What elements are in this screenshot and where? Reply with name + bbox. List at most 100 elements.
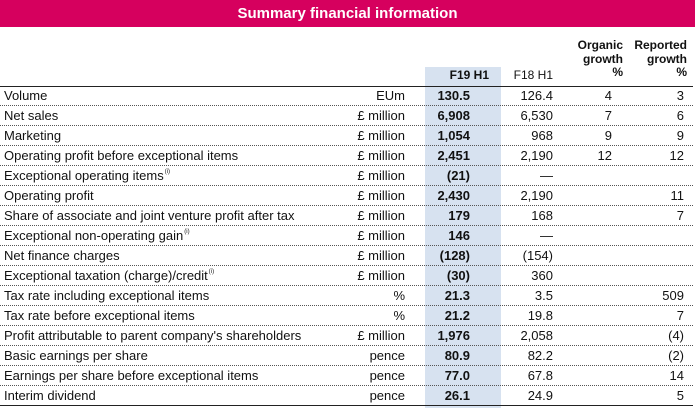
row-f18-value-text: 2,058 (520, 328, 553, 343)
row-f19-value-text: 130.5 (437, 88, 470, 103)
row-unit-text: £ million (357, 168, 405, 183)
row-label-text: Operating profit (4, 188, 94, 203)
row-f18-value-text: 168 (531, 208, 553, 223)
row-label: Operating profit (4, 186, 94, 206)
table-row: Interim dividend pence 26.1 24.9 5 (0, 386, 695, 406)
row-f19-value: 146 (448, 226, 470, 246)
row-reported-growth: 3 (677, 86, 684, 106)
row-unit-text: £ million (357, 268, 405, 283)
header-f18-h1: F18 H1 (513, 68, 553, 82)
row-f19-value: 77.0 (445, 366, 470, 386)
row-f18-value-text: 3.5 (534, 288, 553, 303)
row-reported-growth-text: 11 (670, 188, 685, 203)
row-label-text: Tax rate before exceptional items (4, 308, 195, 323)
row-f19-value-text: 26.1 (444, 388, 470, 403)
row-f18-value-text: 67.8 (527, 368, 553, 383)
row-label: Marketing (4, 126, 61, 146)
row-f18-value: 2,190 (520, 186, 553, 206)
row-unit: £ million (357, 146, 405, 166)
header-reported-line-3: % (676, 65, 687, 79)
row-f18-value-text: 19.8 (527, 308, 553, 323)
row-f18-value: 67.8 (528, 366, 553, 386)
row-unit: pence (370, 366, 405, 386)
current-period-highlight (425, 67, 501, 408)
row-reported-growth-text: 6 (676, 108, 684, 123)
row-f18-value: 2,190 (520, 146, 553, 166)
row-f19-value: 21.2 (445, 306, 470, 326)
row-reported-growth: (4) (668, 326, 684, 346)
row-label: Tax rate before exceptional items (4, 306, 195, 326)
row-f19-value-text: 146 (448, 228, 470, 243)
row-f18-value: 968 (531, 126, 553, 146)
row-f19-value-text: 1,054 (437, 128, 470, 143)
row-label: Exceptional operating items(i) (4, 166, 170, 186)
row-f19-value: (21) (447, 166, 470, 186)
row-reported-growth-text: 12 (669, 148, 684, 163)
header-organic-line-2: growth (583, 51, 623, 66)
table-row: Net finance charges £ million (128) (154) (0, 246, 695, 266)
row-f19-value: 26.1 (445, 386, 470, 406)
row-organic-growth-text: 7 (604, 108, 612, 123)
table-row: Tax rate including exceptional items% 21.… (0, 286, 695, 306)
row-label-text: Operating profit before exceptional item… (4, 148, 239, 163)
row-label-text: Net finance charges (4, 248, 120, 263)
row-label-text: Volume (4, 88, 48, 103)
row-unit: pence (370, 346, 405, 366)
row-f19-value: 130.5 (437, 86, 470, 106)
row-f18-value-text: 2,190 (520, 188, 553, 203)
row-label: Earnings per share before exceptional it… (4, 366, 258, 386)
row-label: Volume (4, 86, 47, 106)
row-label: Profit attributable to parent company's … (4, 326, 301, 346)
row-f18-value: 82.2 (528, 346, 553, 366)
row-unit-text: % (393, 288, 405, 303)
row-unit-text: £ million (357, 228, 405, 243)
header-reported-line-1: Reported (634, 38, 687, 52)
row-f19-value: 1,976 (437, 326, 470, 346)
table-row: Profit attributable to parent company's … (0, 326, 695, 346)
row-label-text: Earnings per share before exceptional it… (4, 368, 259, 383)
row-label: Net sales (4, 106, 58, 126)
row-unit-text: £ million (357, 328, 405, 343)
row-f18-value: 360 (531, 266, 553, 286)
row-unit: £ million (357, 326, 405, 346)
row-unit: £ million (357, 106, 405, 126)
row-f18-value-text: 82.2 (527, 348, 553, 363)
table-row: Exceptional non-operating gain(i) £ milli… (0, 226, 695, 246)
row-f19-value: (30) (447, 266, 470, 286)
row-organic-growth: 7 (605, 106, 612, 126)
row-organic-growth: 9 (605, 126, 612, 146)
header-reported-growth: Reported growth % (617, 38, 687, 80)
row-f18-value-text: 126.4 (520, 88, 553, 103)
row-unit: % (393, 306, 405, 326)
row-unit-text: pence (369, 348, 405, 363)
row-reported-growth: 5 (677, 386, 684, 406)
footnote-marker: (i) (164, 169, 171, 175)
row-label-text: Net sales (4, 108, 59, 123)
table-row: Marketing £ million 1,054 968 9 9 (0, 126, 695, 146)
row-unit: £ million (357, 126, 405, 146)
row-label-text: Tax rate including exceptional items (4, 288, 210, 303)
row-unit: £ million (357, 186, 405, 206)
header-reported-line-2: growth (647, 51, 687, 66)
row-f18-value-text: (154) (522, 248, 553, 263)
row-f19-value-text: 179 (448, 208, 470, 223)
row-unit-text: £ million (357, 148, 405, 163)
row-reported-growth: 11 (671, 186, 685, 206)
row-f19-value-text: 2,451 (437, 148, 470, 163)
row-reported-growth-text: 3 (676, 88, 684, 103)
row-label: Tax rate including exceptional items (4, 286, 209, 306)
row-reported-growth: 7 (677, 206, 684, 226)
row-f19-value-text: 80.9 (444, 348, 470, 363)
row-reported-growth: 7 (677, 306, 684, 326)
row-unit: EUm (376, 86, 405, 106)
row-f19-value-text: (21) (446, 168, 470, 183)
row-f18-value-text: 360 (531, 268, 553, 283)
table-row: Operating profit £ million 2,430 2,190 11 (0, 186, 695, 206)
row-f19-value: 1,054 (437, 126, 470, 146)
row-label-text: Exceptional taxation (charge)/credit (4, 268, 208, 283)
row-reported-growth-text: 5 (676, 388, 684, 403)
row-label-text: Profit attributable to parent company's … (4, 328, 302, 343)
row-reported-growth-text: 509 (662, 288, 684, 303)
table-row: Net sales £ million 6,908 6,530 7 6 (0, 106, 695, 126)
row-f19-value-text: (128) (439, 248, 470, 263)
